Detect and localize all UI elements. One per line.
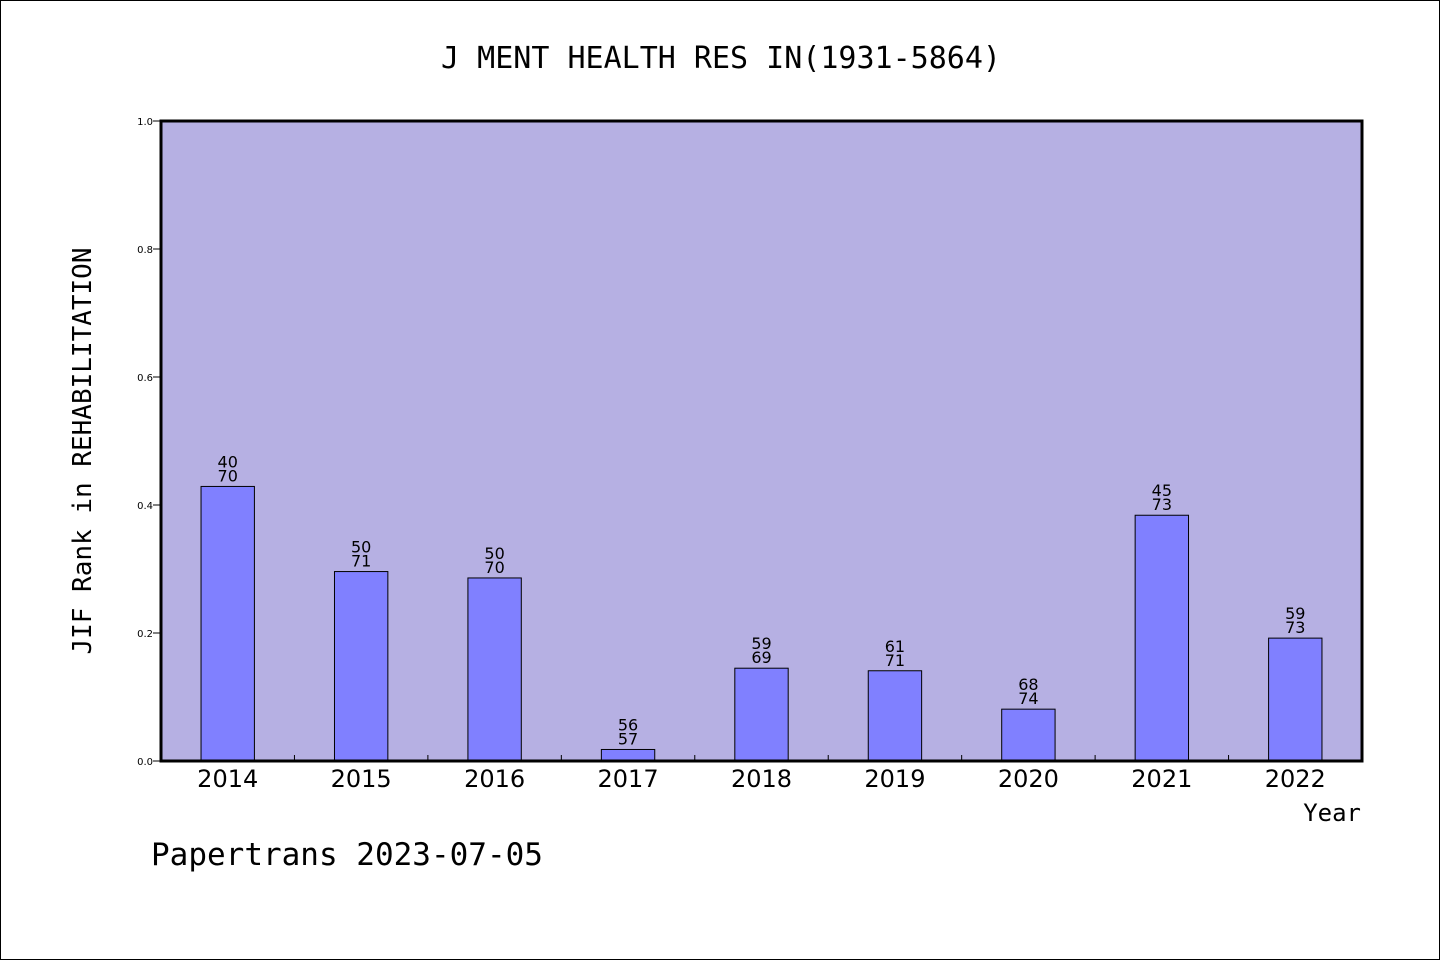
y-axis-label: JIF Rank in REHABILITATION: [68, 248, 98, 655]
x-tick-label: 2014: [197, 765, 258, 793]
bar-total-label: 69: [751, 648, 771, 667]
bar-2015: [333, 571, 389, 762]
bar-total-label: 70: [484, 558, 504, 577]
bar-rank-label: 59: [1285, 604, 1305, 623]
x-tick-label: 2015: [331, 765, 392, 793]
bar-2018: [734, 667, 789, 762]
bar-total-label: 57: [618, 729, 638, 748]
footer-credit: Papertrans 2023-07-05: [151, 837, 543, 873]
bar-rank-label: 40: [218, 452, 238, 471]
bar-2019: [867, 670, 923, 762]
bar-total-label: 73: [1152, 495, 1172, 514]
bar-rank-label: 68: [1018, 675, 1038, 694]
x-tick-label: 2017: [598, 765, 659, 793]
x-tick-label: 2016: [464, 765, 525, 793]
bar-total-label: 74: [1018, 689, 1038, 708]
bar-rank-label: 56: [618, 715, 638, 734]
bar-2014: [200, 485, 255, 762]
y-tick-label: 1.0: [137, 117, 153, 128]
bar-2021: [1134, 514, 1190, 762]
bar-2017: [600, 748, 656, 762]
y-axis-ticks: 0.0 0.2 0.4 0.6 0.8 1.0: [137, 117, 161, 768]
y-tick-label: 0.0: [137, 757, 153, 768]
x-tick-label: 2018: [731, 765, 792, 793]
x-tick-label: 2022: [1265, 765, 1326, 793]
bar-rank-label: 59: [751, 634, 771, 653]
bar-total-label: 73: [1285, 618, 1305, 637]
bar-total-label: 71: [885, 651, 905, 670]
plot-border: [159, 119, 1364, 763]
bar-total-label: 70: [218, 466, 238, 485]
bar-rank-label: 45: [1152, 481, 1172, 500]
x-axis-ticks: 2014 2015 2016 2017 2018 2019 2020 2021 2022: [197, 755, 1326, 793]
bar-total-label: 71: [351, 552, 371, 571]
chart-title: J MENT HEALTH RES IN(1931-5864): [441, 41, 1001, 76]
y-tick-label: 0.6: [137, 373, 153, 384]
bar-rank-label: 50: [484, 544, 504, 563]
bar-2022: [1268, 637, 1323, 762]
bars: [200, 485, 1323, 762]
x-axis-label: Year: [1303, 799, 1361, 827]
x-tick-label: 2019: [864, 765, 925, 793]
bar-rank-label: 61: [885, 637, 905, 656]
bar-2016: [467, 577, 522, 762]
bar-2020: [1001, 708, 1056, 762]
y-tick-label: 0.8: [137, 245, 153, 256]
y-tick-label: 0.4: [137, 501, 153, 512]
x-tick-label: 2021: [1131, 765, 1192, 793]
x-tick-label: 2020: [998, 765, 1059, 793]
y-tick-label: 0.2: [137, 629, 153, 640]
bar-rank-label: 50: [351, 538, 371, 557]
